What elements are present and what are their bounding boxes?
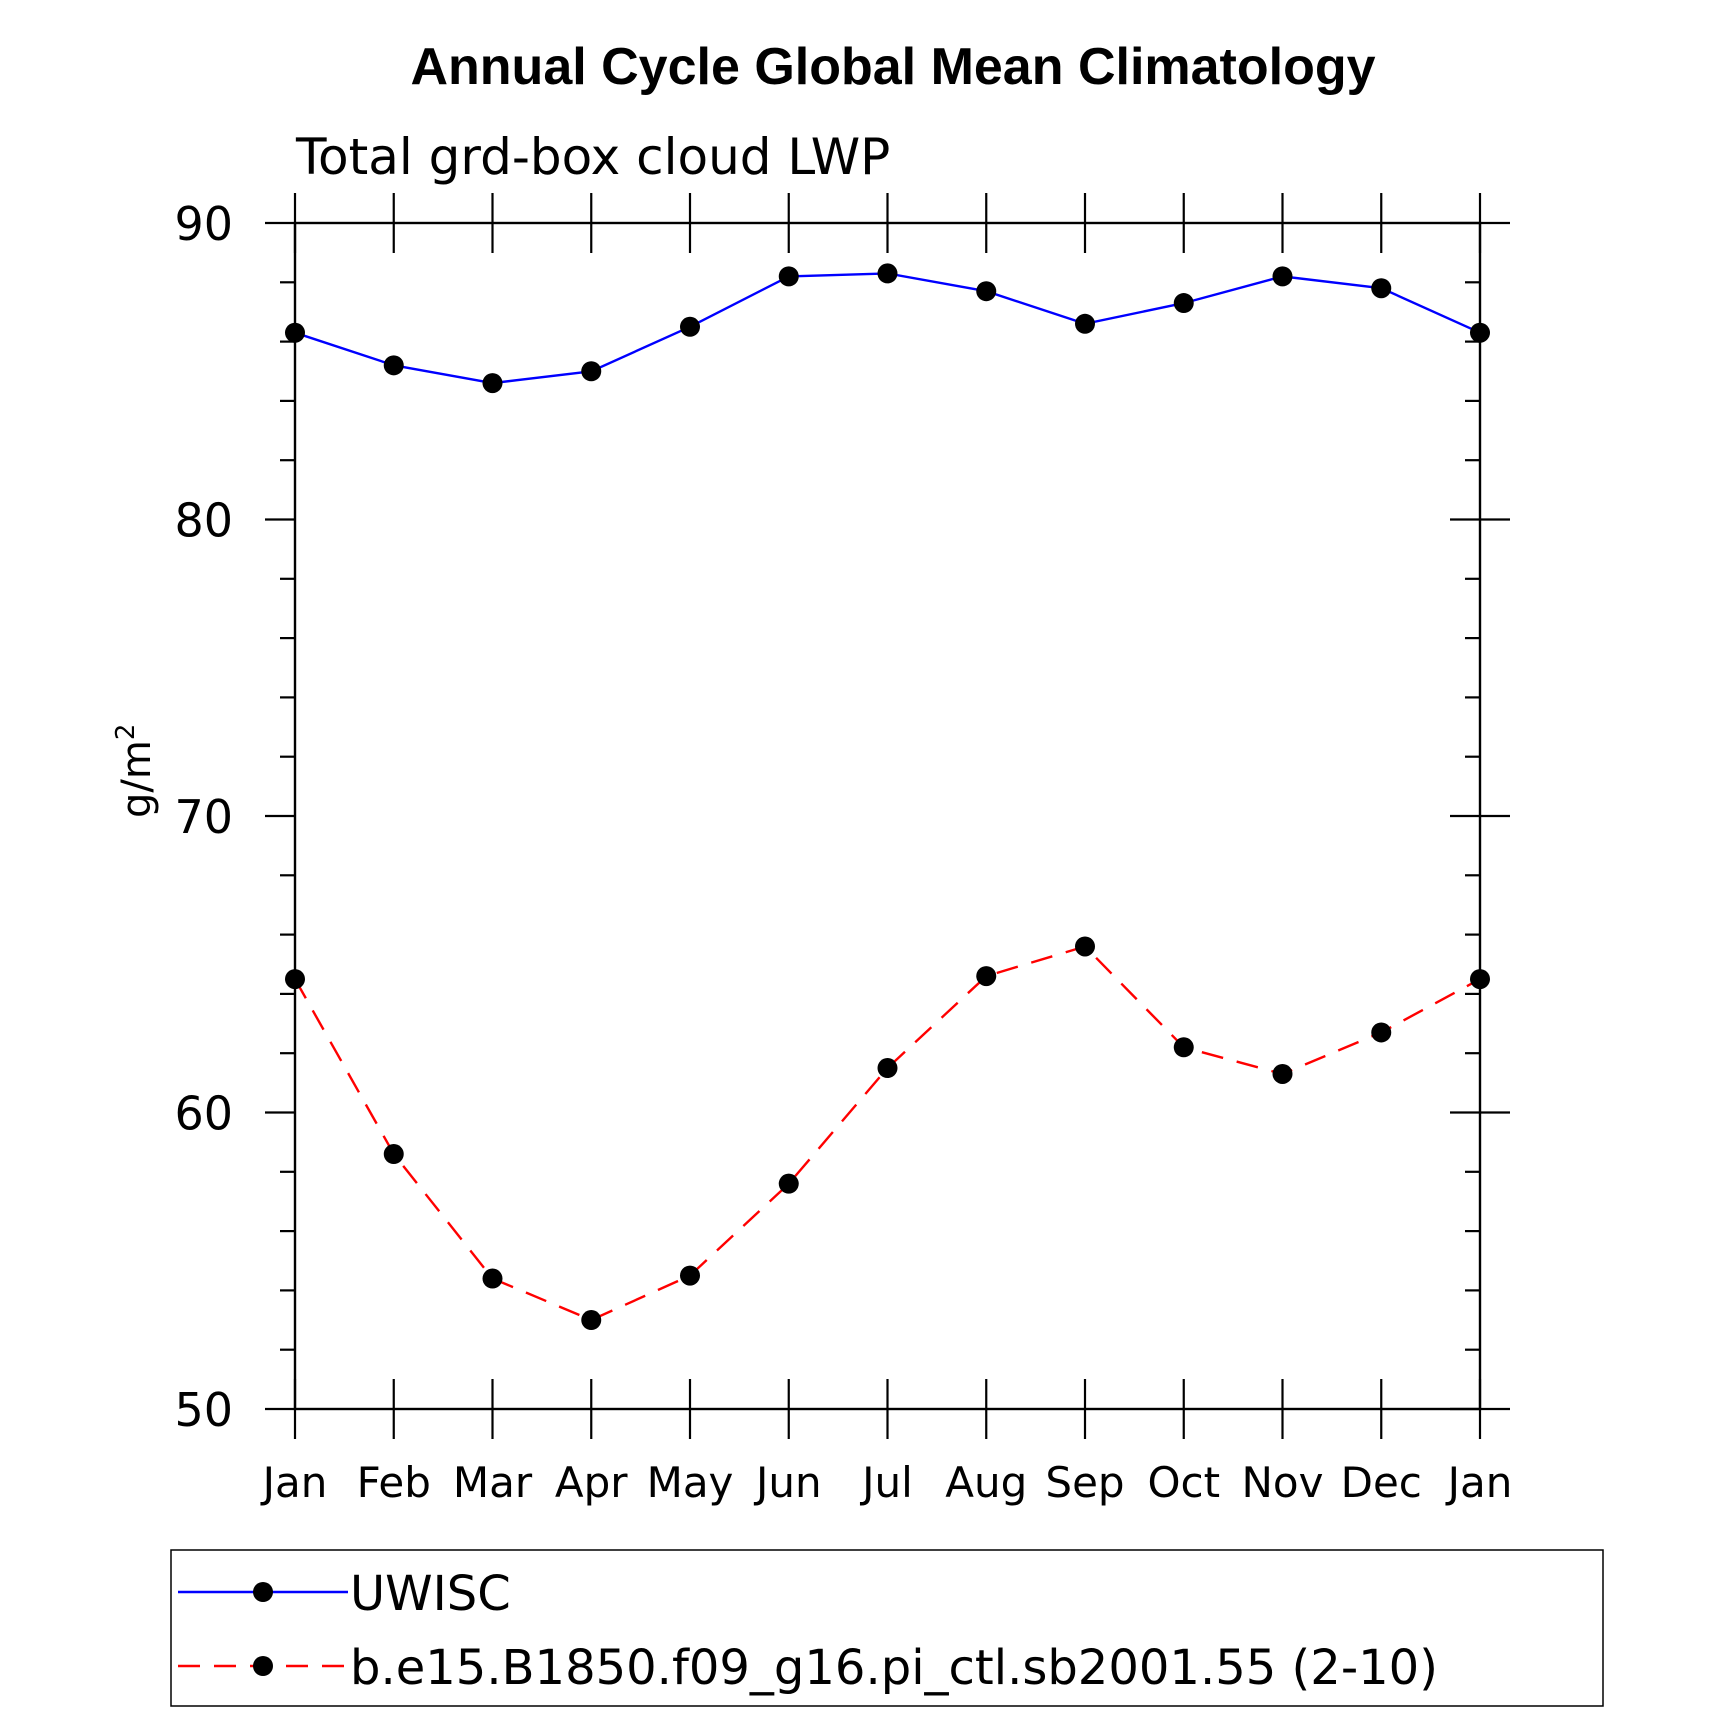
x-tick-label: Jul (859, 1458, 913, 1507)
series-1-point (1371, 1022, 1392, 1043)
series-0-point (1075, 313, 1095, 334)
series-1-point (482, 1268, 503, 1289)
y-tick-labels: 50 60 70 80 90 (174, 197, 233, 1437)
series-0-point (1371, 278, 1392, 299)
series-0-point (877, 263, 898, 284)
major-ticks (265, 193, 1510, 1439)
series-0-point (482, 373, 503, 394)
chart-subtitle: Total grd-box cloud LWP (295, 128, 890, 186)
x-tick-label: Mar (453, 1458, 533, 1507)
y-axis-label: g/m2 (111, 724, 160, 818)
x-tick-label: Jan (1445, 1458, 1513, 1507)
series-0-point (1272, 266, 1293, 287)
series-0-point (581, 361, 602, 382)
minor-ticks (280, 281, 1480, 1351)
x-tick-label: Dec (1341, 1458, 1422, 1507)
series-1-point (1075, 936, 1095, 957)
series-1-point (778, 1173, 799, 1194)
x-tick-labels: Jan Feb Mar Apr May Jun Jul Aug Sep Oct Nov Dec Jan (260, 1458, 1513, 1507)
series-1-point (1272, 1063, 1293, 1084)
x-tick-label: Jan (260, 1458, 328, 1507)
legend-label-model: b.e15.B1850.f09_g16.pi_ctl.sb2001.55 (2-… (350, 1640, 1438, 1696)
chart-title: Annual Cycle Global Mean Climatology (410, 38, 1375, 96)
series-1-point (976, 966, 997, 987)
y-tick-label: 60 (174, 1087, 233, 1141)
series-0-point (680, 316, 700, 337)
x-tick-label: Apr (555, 1458, 628, 1507)
y-tick-label: 50 (174, 1383, 233, 1437)
plot-frame (293, 221, 1482, 1411)
legend-box (170, 1549, 1604, 1707)
series-lines (293, 272, 1481, 1322)
series-line-0 (294, 272, 1481, 385)
y-tick-label: 90 (174, 197, 233, 251)
x-tick-label: May (647, 1458, 734, 1507)
series-1-point (877, 1058, 898, 1079)
series-1-point (383, 1144, 404, 1165)
y-axis-label-unit: g/m (114, 740, 160, 818)
legend-marker-model (253, 1656, 273, 1676)
y-axis-label-exponent: 2 (111, 724, 141, 741)
y-tick-label: 80 (174, 494, 233, 548)
x-tick-label: Sep (1045, 1458, 1124, 1507)
x-tick-label: Jun (753, 1458, 822, 1507)
series-0-point (1173, 293, 1194, 314)
series-0-point (778, 266, 799, 287)
series-line-1 (293, 945, 1481, 1322)
x-tick-label: Aug (945, 1458, 1027, 1507)
legend: UWISC b.e15.B1850.f09_g16.pi_ctl.sb2001.… (170, 1549, 1604, 1707)
legend-marker-uwisc (253, 1582, 273, 1602)
legend-label-uwisc: UWISC (350, 1566, 511, 1622)
series-markers (285, 263, 1490, 1331)
series-0-point (383, 355, 404, 376)
y-tick-label: 70 (174, 790, 233, 844)
x-tick-label: Oct (1147, 1458, 1220, 1507)
series-1-point (680, 1265, 700, 1286)
series-1-point (1173, 1037, 1194, 1058)
series-1-point (581, 1310, 602, 1331)
series-0-point (976, 281, 997, 302)
x-tick-label: Feb (357, 1458, 431, 1507)
x-tick-label: Nov (1242, 1458, 1324, 1507)
